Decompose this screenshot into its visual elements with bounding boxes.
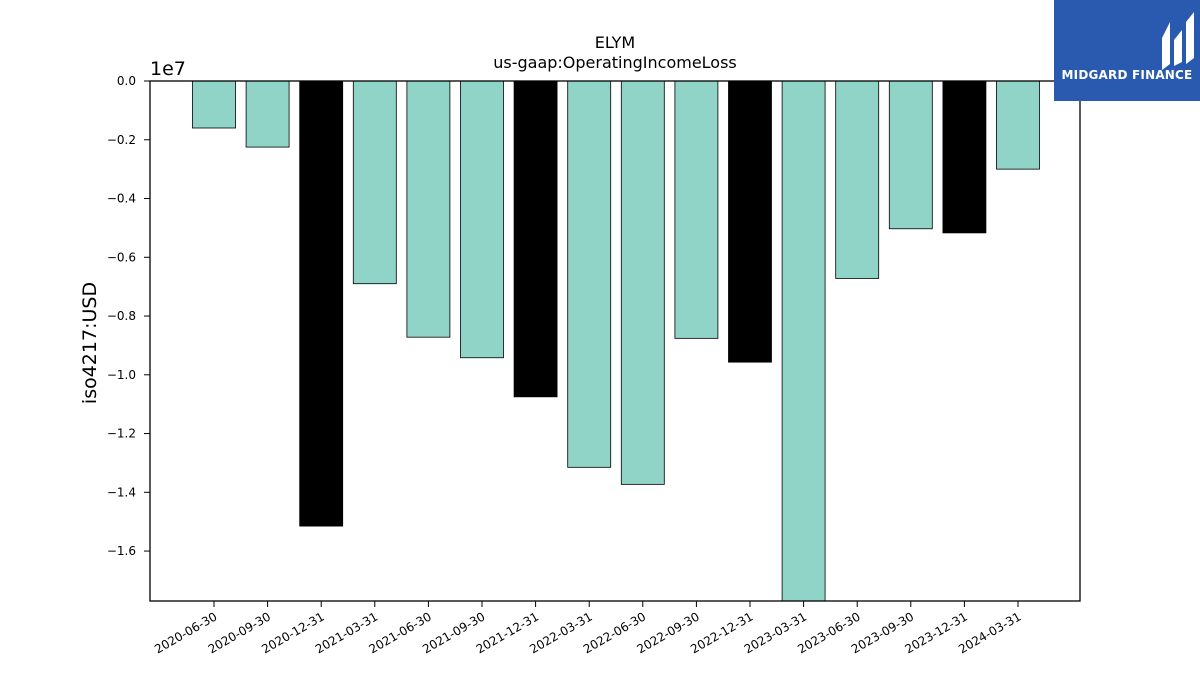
brand-name: MIDGARD FINANCE bbox=[1061, 68, 1193, 82]
bar-2022-06-30 bbox=[620, 80, 665, 485]
plot-frame bbox=[149, 80, 1081, 602]
chart-title: ELYM bbox=[595, 33, 635, 52]
y-tick-label: −1.4 bbox=[107, 485, 136, 499]
y-tick-label: −1.6 bbox=[107, 544, 136, 558]
bar-2021-09-30 bbox=[460, 80, 504, 359]
bars-group bbox=[192, 80, 1040, 602]
y-offset-label: 1e7 bbox=[150, 58, 186, 80]
bar-2020-12-31 bbox=[299, 80, 344, 527]
y-ticks-group: 0.0 −0.2 −0.4 −0.6 −0.8 −1.0 −1.2 −1.4 −1.6 bbox=[107, 74, 150, 558]
bar-2021-12-31 bbox=[513, 80, 558, 398]
bar-2020-09-30 bbox=[245, 80, 290, 148]
y-tick-label: −0.6 bbox=[107, 250, 136, 264]
bar-2024-03-31 bbox=[996, 80, 1040, 170]
y-tick-label: −0.8 bbox=[107, 309, 136, 323]
bar-2021-03-31 bbox=[352, 80, 397, 285]
bar-2021-06-30 bbox=[406, 80, 451, 338]
bar-2023-06-30 bbox=[835, 80, 880, 279]
bar-2022-03-31 bbox=[567, 80, 612, 468]
bar-2022-12-31 bbox=[728, 80, 772, 363]
y-axis-label: iso4217:USD bbox=[79, 282, 101, 404]
bar-2023-12-31 bbox=[942, 80, 987, 234]
y-tick-label: −1.2 bbox=[107, 427, 136, 441]
y-tick-label: −0.2 bbox=[107, 133, 136, 147]
x-ticks-group: 2020-06-302020-09-302020-12-312021-03-31… bbox=[152, 601, 1024, 656]
brand-logo: MIDGARD FINANCE bbox=[1054, 0, 1200, 101]
y-tick-label: 0.0 bbox=[117, 74, 136, 88]
bar-2020-06-30 bbox=[192, 80, 236, 129]
midgard-logo-icon bbox=[1162, 12, 1194, 70]
bar-2023-03-31 bbox=[781, 80, 826, 602]
y-tick-label: −0.4 bbox=[107, 192, 136, 206]
bar-2023-09-30 bbox=[888, 80, 933, 230]
y-tick-label: −1.0 bbox=[107, 368, 136, 382]
chart-subtitle: us-gaap:OperatingIncomeLoss bbox=[493, 53, 737, 72]
bar-2022-09-30 bbox=[674, 80, 719, 339]
